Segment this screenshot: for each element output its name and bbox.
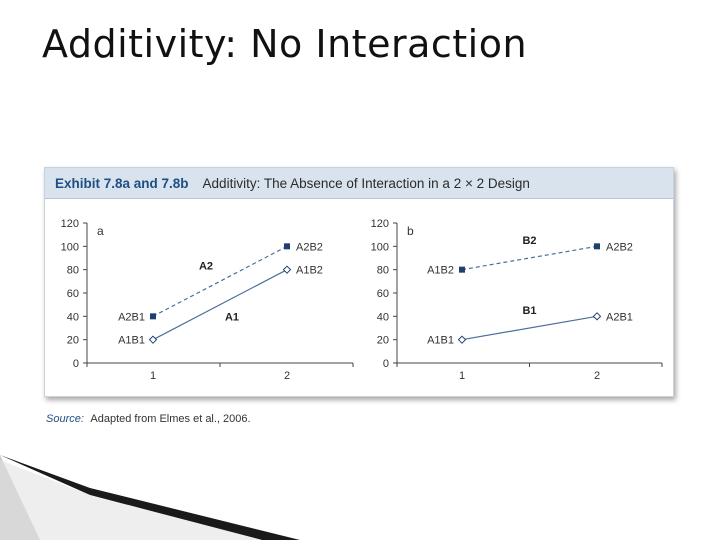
y-tick-label: 120 [61,218,79,230]
exhibit-label: Exhibit 7.8a and 7.8b [55,175,189,191]
series-line [461,245,598,271]
slide-title: Additivity: No Interaction [42,22,528,66]
y-tick-label: 20 [377,335,389,347]
y-tick-label: 0 [383,358,389,370]
series-name-label: B2 [522,235,536,247]
y-tick-label: 80 [377,265,389,277]
x-tick-label: 2 [284,370,290,382]
point-label: A1B2 [427,265,454,277]
point-label: A2B1 [118,311,145,323]
y-tick-label: 40 [67,311,79,323]
source-label: Source: [46,413,84,425]
panel-label: b [407,224,414,238]
data-point-square [150,313,156,320]
y-tick-label: 100 [61,241,79,253]
series-name-label: A2 [199,260,213,272]
source-text: Adapted from Elmes et al., 2006. [90,413,251,425]
x-tick-label: 2 [594,370,600,382]
decorative-swoosh [0,455,300,540]
data-point-diamond [457,335,467,344]
panel-label: a [97,224,104,238]
exhibit-header: Exhibit 7.8a and 7.8b Additivity: The Ab… [45,168,673,199]
series-name-label: B1 [522,305,536,317]
y-tick-label: 20 [67,335,79,347]
data-point-diamond [592,312,602,321]
series-line [461,315,598,341]
y-tick-label: 120 [371,218,389,230]
point-label: A1B2 [296,265,323,277]
y-tick-label: 0 [73,358,79,370]
series-line [152,269,288,341]
y-tick-label: 80 [67,265,79,277]
point-label: A2B1 [606,311,633,323]
x-tick-label: 1 [150,370,156,382]
point-label: A1B1 [118,335,145,347]
exhibit-figure: Exhibit 7.8a and 7.8b Additivity: The Ab… [44,167,674,397]
series-line [152,245,288,317]
swoosh-light-fill [0,460,262,540]
point-label: A2B2 [606,241,633,253]
x-tick-label: 1 [459,370,465,382]
data-point-diamond [282,265,292,274]
data-point-square [459,266,465,273]
exhibit-caption: Additivity: The Absence of Interaction i… [202,175,530,191]
y-tick-label: 60 [377,288,389,300]
series-name-label: A1 [225,312,239,324]
source-note: Source: Adapted from Elmes et al., 2006. [46,413,251,425]
y-tick-label: 40 [377,311,389,323]
y-tick-label: 100 [371,241,389,253]
y-tick-label: 60 [67,288,79,300]
data-point-diamond [148,335,158,344]
point-label: A2B2 [296,241,323,253]
point-label: A1B1 [427,335,454,347]
data-point-square [284,243,290,250]
data-point-square [594,243,600,250]
